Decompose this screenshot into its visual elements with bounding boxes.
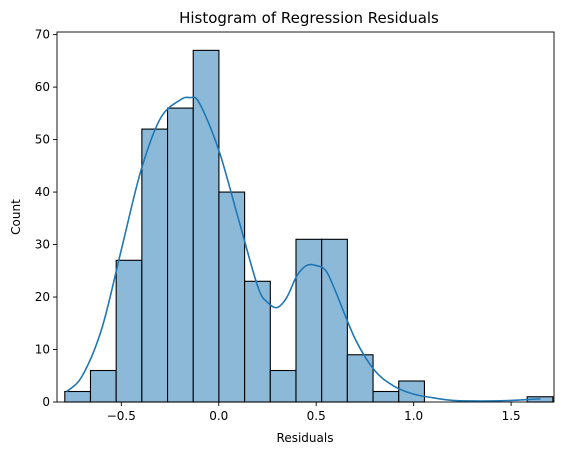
histogram-bar	[321, 238, 348, 403]
histogram-bar	[166, 107, 194, 403]
histogram-bar	[64, 390, 92, 403]
y-tick-label: 70	[35, 28, 50, 42]
histogram-bar	[192, 49, 220, 403]
y-tick-label: 40	[35, 185, 50, 199]
histogram-bar	[218, 191, 246, 403]
histogram-bar	[244, 280, 271, 403]
x-tick-label: 0.5	[307, 409, 326, 423]
histogram-bar	[398, 380, 425, 403]
plot-frame	[56, 31, 555, 403]
x-tick-label: 1.5	[502, 409, 521, 423]
kde-curve	[66, 96, 541, 402]
y-axis-label: Count	[9, 199, 23, 235]
x-tick-label: 1.0	[404, 409, 423, 423]
histogram-bar	[115, 259, 143, 403]
y-tick-label: 50	[35, 133, 50, 147]
x-tick-label: 0.0	[209, 409, 228, 423]
y-axis-ticks: 0 10 20 30 40 50 60 70	[35, 28, 57, 409]
histogram-bars	[64, 49, 554, 403]
y-tick-label: 10	[35, 343, 50, 357]
y-tick-label: 0	[42, 395, 50, 409]
y-tick-label: 20	[35, 290, 50, 304]
x-tick-label: −0.5	[107, 409, 136, 423]
histogram-bar	[89, 369, 117, 403]
histogram-bar	[269, 369, 297, 403]
y-tick-label: 60	[35, 80, 50, 94]
x-axis-ticks: −0.5 0.0 0.5 1.0 1.5	[107, 402, 521, 423]
histogram-bar	[372, 390, 400, 403]
histogram-bar	[141, 128, 169, 403]
histogram-bar	[295, 238, 323, 403]
x-axis-label: Residuals	[277, 431, 334, 445]
chart-title: Histogram of Regression Residuals	[179, 9, 439, 27]
y-tick-label: 30	[35, 238, 50, 252]
axes	[56, 31, 555, 403]
